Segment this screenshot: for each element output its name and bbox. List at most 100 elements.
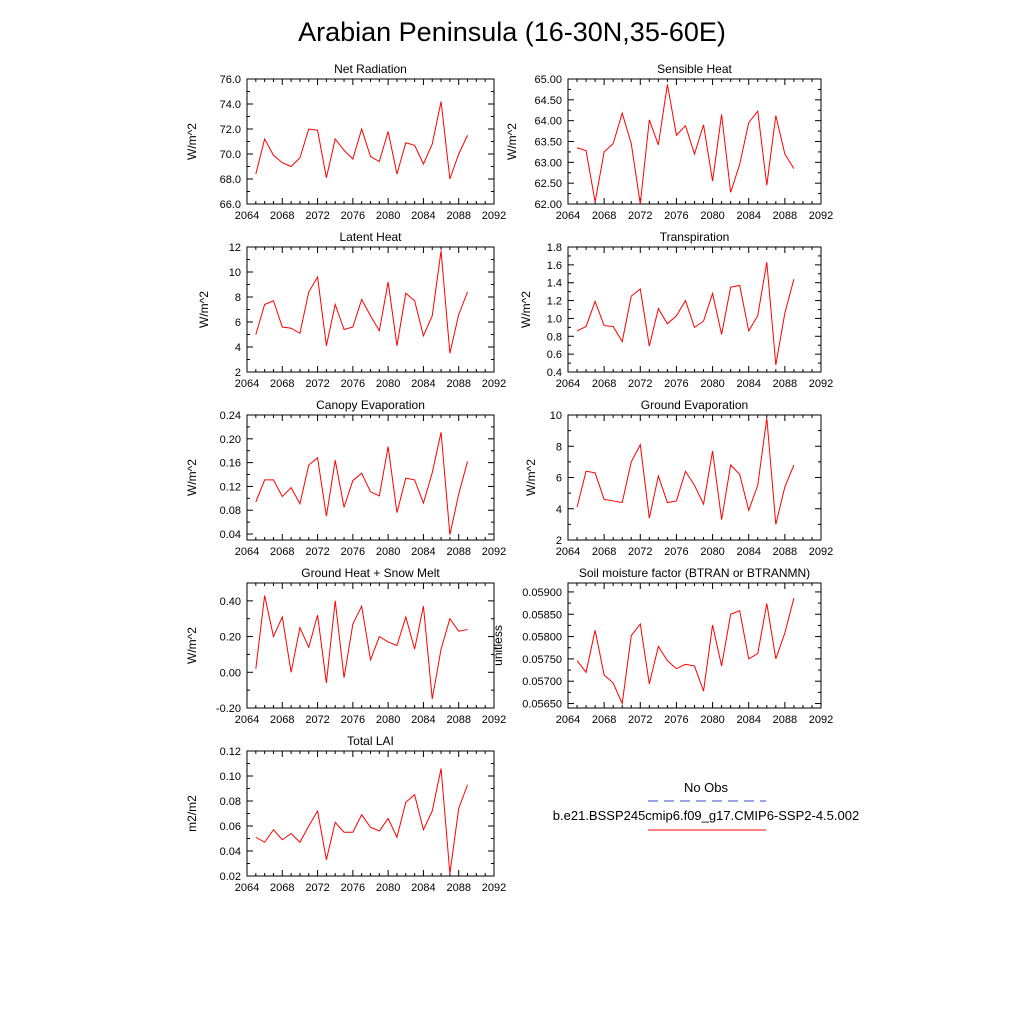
x-tick-label: 2072 xyxy=(628,546,652,558)
chart-panel: Net Radiation W/m^2 2064 2068 2072 2076 2080 20… xyxy=(185,62,506,222)
series-line xyxy=(255,101,468,180)
series-line xyxy=(255,595,468,700)
y-tick-label: 1.6 xyxy=(547,260,562,272)
y-axis-label: W/m^2 xyxy=(524,459,538,496)
y-tick-label: -0.20 xyxy=(216,703,241,715)
x-tick-label: 2084 xyxy=(736,378,760,390)
x-tick-label: 2068 xyxy=(270,546,294,558)
y-tick-label: 0.10 xyxy=(220,771,241,783)
chart-panel: Transpiration W/m^2 2064 2068 2072 2076 2080 20… xyxy=(519,230,833,390)
y-tick-label: 1.2 xyxy=(547,296,562,308)
panel-title: Ground Evaporation xyxy=(641,398,748,412)
x-tick-label: 2080 xyxy=(376,714,400,726)
y-tick-label: 63.50 xyxy=(534,137,562,149)
x-tick-label: 2072 xyxy=(305,378,329,390)
x-tick-label: 2064 xyxy=(556,378,580,390)
x-tick-label: 2084 xyxy=(411,210,435,222)
x-tick-label: 2068 xyxy=(592,378,616,390)
x-tick-label: 2068 xyxy=(270,378,294,390)
x-tick-label: 2068 xyxy=(270,210,294,222)
y-tick-label: 64.00 xyxy=(534,116,562,128)
x-tick-label: 2084 xyxy=(411,378,435,390)
y-tick-label: 0.08 xyxy=(220,796,241,808)
y-tick-label: 10 xyxy=(229,267,241,279)
y-tick-label: 6 xyxy=(235,317,241,329)
y-tick-label: 0.12 xyxy=(220,481,241,493)
chart-panel: Latent Heat W/m^2 2064 2068 2072 2076 2080 2084… xyxy=(197,230,506,390)
y-tick-label: 70.0 xyxy=(220,149,241,161)
x-tick-label: 2072 xyxy=(305,546,329,558)
y-tick-label: 8 xyxy=(556,441,562,453)
panel-title: Transpiration xyxy=(660,230,730,244)
chart-panel: Canopy Evaporation W/m^2 2064 2068 2072 2076 2… xyxy=(185,398,506,558)
y-tick-label: 8 xyxy=(235,292,241,304)
y-axis-label: W/m^2 xyxy=(197,291,211,328)
series-line xyxy=(255,250,469,354)
x-tick-label: 2076 xyxy=(341,546,365,558)
y-tick-label: 0.06 xyxy=(220,821,241,833)
y-axis-label: W/m^2 xyxy=(519,291,533,328)
panel-title: Soil moisture factor (BTRAN or BTRANMN) xyxy=(579,566,810,580)
y-tick-label: 76.0 xyxy=(220,74,241,86)
legend-label-model: b.e21.BSSP245cmip6.f09_g17.CMIP6-SSP2-4.… xyxy=(553,808,859,823)
plot-frame xyxy=(246,246,495,373)
y-tick-label: 0.12 xyxy=(220,746,241,758)
x-tick-label: 2084 xyxy=(736,714,760,726)
x-tick-label: 2084 xyxy=(411,882,435,894)
chart-panel: Soil moisture factor (BTRAN or BTRANMN) u… xyxy=(491,566,833,726)
y-tick-label: 0.04 xyxy=(220,529,241,541)
chart-panel: Sensible Heat W/m^2 2064 2068 2072 2076 2080 20… xyxy=(505,62,833,222)
x-tick-label: 2064 xyxy=(556,546,580,558)
y-tick-label: 0.02 xyxy=(220,871,241,883)
x-tick-label: 2072 xyxy=(628,714,652,726)
y-tick-label: 66.0 xyxy=(220,199,241,211)
x-tick-label: 2076 xyxy=(341,210,365,222)
y-tick-label: 0.40 xyxy=(220,596,241,608)
legend-label-obs: No Obs xyxy=(684,780,729,795)
x-tick-label: 2064 xyxy=(556,210,580,222)
y-tick-label: 0.20 xyxy=(220,632,241,644)
y-tick-label: 0.04 xyxy=(220,846,241,858)
x-tick-label: 2084 xyxy=(736,546,760,558)
y-tick-label: 0.05900 xyxy=(522,587,562,599)
x-tick-label: 2088 xyxy=(773,714,797,726)
x-tick-label: 2092 xyxy=(809,378,833,390)
x-tick-label: 2088 xyxy=(446,210,470,222)
y-tick-label: 2 xyxy=(556,535,562,547)
y-tick-label: 0.00 xyxy=(220,667,241,679)
x-tick-label: 2064 xyxy=(556,714,580,726)
figure-title: Arabian Peninsula (16-30N,35-60E) xyxy=(298,17,726,47)
x-tick-label: 2092 xyxy=(809,546,833,558)
x-tick-label: 2068 xyxy=(592,210,616,222)
y-tick-label: 0.20 xyxy=(220,434,241,446)
x-tick-label: 2072 xyxy=(628,378,652,390)
y-tick-label: 0.4 xyxy=(547,367,562,379)
y-tick-label: 62.00 xyxy=(534,199,562,211)
plot-frame xyxy=(246,582,495,709)
y-tick-label: 72.0 xyxy=(220,124,241,136)
panel-title: Net Radiation xyxy=(334,62,407,76)
plot-frame xyxy=(567,78,822,205)
series-line xyxy=(255,432,469,535)
y-tick-label: 63.00 xyxy=(534,157,562,169)
series-line xyxy=(576,262,795,365)
y-tick-label: 0.05850 xyxy=(522,609,562,621)
y-tick-label: 65.00 xyxy=(534,74,562,86)
x-tick-label: 2084 xyxy=(411,714,435,726)
x-tick-label: 2088 xyxy=(773,546,797,558)
x-tick-label: 2080 xyxy=(376,210,400,222)
series-line xyxy=(576,84,795,205)
x-tick-label: 2076 xyxy=(341,378,365,390)
x-tick-label: 2076 xyxy=(341,714,365,726)
x-tick-label: 2092 xyxy=(482,714,506,726)
plot-frame xyxy=(567,582,822,709)
x-tick-label: 2064 xyxy=(235,714,259,726)
x-tick-label: 2068 xyxy=(270,714,294,726)
chart-panel: Total LAI m2/m2 2064 2068 2072 2076 2080 2084 20… xyxy=(185,734,506,894)
y-tick-label: 1.4 xyxy=(547,278,562,290)
x-tick-label: 2092 xyxy=(482,882,506,894)
y-tick-label: 0.6 xyxy=(547,349,562,361)
y-tick-label: 10 xyxy=(550,410,562,422)
panel-title: Canopy Evaporation xyxy=(316,398,425,412)
x-tick-label: 2064 xyxy=(235,882,259,894)
